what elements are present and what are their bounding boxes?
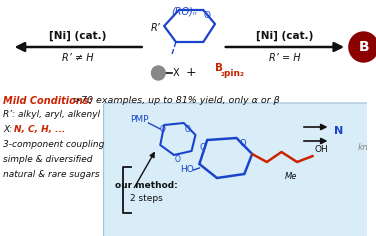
Text: 3-component coupling: 3-component coupling [3, 140, 104, 149]
Text: Mild Conditions:: Mild Conditions: [3, 96, 92, 106]
Text: our method:: our method: [115, 181, 178, 190]
Text: B: B [358, 40, 369, 54]
Text: Me: Me [285, 172, 297, 181]
Circle shape [349, 32, 376, 62]
Text: HO: HO [180, 165, 194, 174]
Text: N: N [334, 126, 344, 136]
Text: 2 steps: 2 steps [130, 194, 163, 203]
Text: R’: R’ [150, 23, 160, 33]
Text: O: O [200, 143, 206, 152]
Text: B: B [215, 63, 223, 73]
Text: ₂pin₂: ₂pin₂ [221, 68, 245, 77]
Text: O: O [159, 125, 165, 134]
Text: X:: X: [3, 125, 12, 134]
Text: natural & rare sugars: natural & rare sugars [3, 170, 100, 179]
Text: N, C, H, ...: N, C, H, ... [14, 125, 65, 134]
Text: R’: alkyl, aryl, alkenyl: R’: alkyl, aryl, alkenyl [3, 110, 100, 119]
Text: R’ = H: R’ = H [268, 53, 300, 63]
Text: O: O [175, 155, 181, 164]
Text: >70 examples, up to 81% yield, only α or β: >70 examples, up to 81% yield, only α or… [70, 96, 280, 105]
Text: [Ni] (cat.): [Ni] (cat.) [256, 31, 313, 41]
Text: R’ ≠ H: R’ ≠ H [62, 53, 94, 63]
FancyBboxPatch shape [104, 103, 370, 236]
Text: PMP: PMP [130, 114, 149, 123]
Circle shape [152, 66, 165, 80]
Text: (RO)ₙ: (RO)ₙ [171, 7, 197, 17]
Text: [Ni] (cat.): [Ni] (cat.) [50, 31, 107, 41]
Text: O: O [239, 139, 246, 148]
Text: +: + [185, 67, 196, 80]
Text: simple & diversified: simple & diversified [3, 155, 92, 164]
Text: X: X [173, 68, 180, 78]
Text: O: O [185, 125, 191, 134]
Text: OH: OH [315, 146, 329, 155]
Text: O: O [204, 10, 211, 20]
Text: kno: kno [358, 143, 374, 152]
